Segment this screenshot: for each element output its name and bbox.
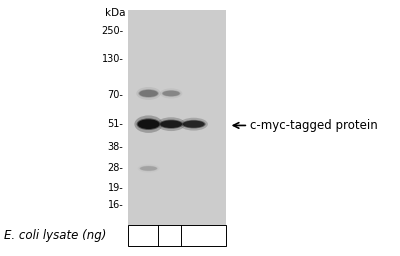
Bar — [128, 161, 226, 166]
Bar — [128, 129, 226, 134]
Text: 250-: 250- — [101, 26, 123, 36]
Bar — [128, 134, 226, 139]
Bar — [128, 69, 226, 75]
Bar — [128, 37, 226, 42]
Bar — [128, 155, 226, 161]
Bar — [128, 139, 226, 145]
Ellipse shape — [140, 166, 157, 171]
Bar — [128, 10, 226, 225]
Bar — [128, 48, 226, 53]
Bar — [128, 182, 226, 188]
Text: c-myc-tagged protein: c-myc-tagged protein — [250, 119, 378, 132]
Bar — [128, 118, 226, 123]
Bar — [128, 150, 226, 155]
Text: 38-: 38- — [108, 142, 123, 152]
Ellipse shape — [136, 118, 160, 130]
Bar — [128, 215, 226, 220]
Ellipse shape — [139, 166, 158, 171]
Bar — [128, 10, 226, 16]
Bar — [128, 21, 226, 26]
Bar — [128, 145, 226, 150]
Bar — [128, 59, 226, 64]
Bar — [128, 166, 226, 172]
Bar — [128, 75, 226, 80]
Bar — [128, 177, 226, 182]
Text: E. coli lysate (ng): E. coli lysate (ng) — [4, 229, 106, 242]
Text: kDa: kDa — [106, 8, 126, 18]
Bar — [128, 64, 226, 69]
Ellipse shape — [134, 115, 163, 133]
Bar — [128, 209, 226, 215]
Text: 28-: 28- — [108, 163, 123, 173]
Ellipse shape — [138, 119, 160, 129]
Ellipse shape — [136, 87, 161, 100]
Ellipse shape — [138, 89, 159, 98]
Ellipse shape — [160, 88, 182, 99]
Ellipse shape — [183, 121, 204, 128]
Ellipse shape — [139, 90, 158, 97]
Bar — [128, 42, 226, 48]
Bar — [128, 198, 226, 204]
Bar — [128, 32, 226, 37]
Ellipse shape — [162, 91, 180, 96]
Text: 51-: 51- — [108, 119, 123, 129]
Bar — [128, 96, 226, 102]
Text: 130-: 130- — [102, 54, 123, 64]
Bar — [128, 80, 226, 86]
Bar — [128, 188, 226, 193]
Bar — [128, 16, 226, 21]
Bar — [128, 26, 226, 32]
Ellipse shape — [159, 120, 183, 129]
Bar — [128, 220, 226, 225]
Bar — [128, 86, 226, 91]
Bar — [128, 225, 226, 246]
Bar — [128, 112, 226, 118]
Bar — [128, 91, 226, 96]
Ellipse shape — [157, 117, 185, 131]
Ellipse shape — [182, 120, 206, 129]
Ellipse shape — [160, 120, 182, 128]
Bar — [128, 172, 226, 177]
Ellipse shape — [180, 118, 208, 131]
Text: 19-: 19- — [108, 183, 123, 193]
Text: 70-: 70- — [108, 90, 123, 100]
Ellipse shape — [138, 164, 160, 173]
Bar — [128, 107, 226, 112]
Bar — [128, 53, 226, 59]
Bar — [128, 193, 226, 198]
Bar — [128, 123, 226, 129]
Text: 50: 50 — [185, 230, 199, 241]
Text: 100: 100 — [159, 230, 180, 241]
Bar — [128, 102, 226, 107]
Text: 200: 200 — [134, 230, 155, 241]
Ellipse shape — [162, 90, 181, 97]
Bar — [128, 204, 226, 209]
Text: 16-: 16- — [108, 200, 123, 210]
